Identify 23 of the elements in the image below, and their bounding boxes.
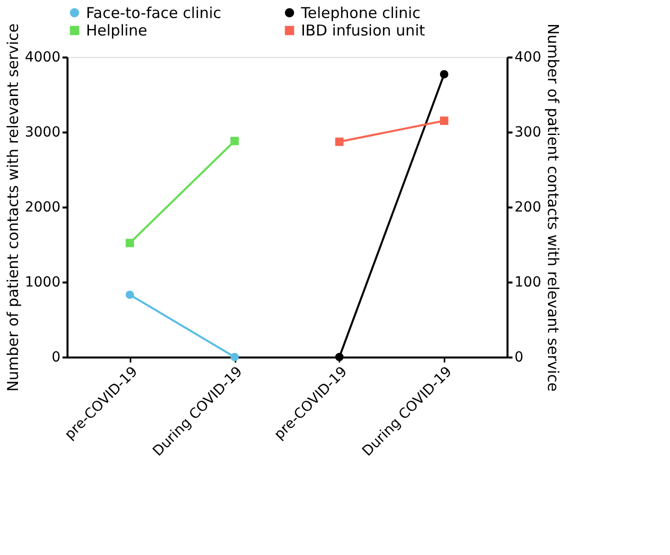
legend-label: Helpline [86, 22, 148, 40]
y-tick-label: 3000 [24, 124, 60, 140]
y2-tick-label: 200 [514, 200, 542, 216]
y-tick-label: 1000 [24, 274, 60, 290]
y-axis-title: Number of patient contacts with relevant service [4, 23, 22, 392]
y2-tick-label: 100 [514, 274, 542, 290]
y2-tick-label: 300 [514, 124, 542, 140]
point [440, 70, 448, 78]
legend-label: IBD infusion unit [301, 22, 426, 40]
legend-label: Telephone clinic [300, 4, 420, 22]
point [230, 352, 239, 362]
point [126, 290, 134, 299]
point [440, 116, 448, 125]
y2-tick-label: 0 [514, 350, 524, 366]
y-tick-label: 2000 [24, 200, 60, 216]
y2-axis-title: Number of patient contacts with relevant service [544, 23, 562, 392]
point [335, 138, 344, 146]
y2-tick-label: 400 [514, 50, 542, 66]
point [230, 136, 239, 146]
point [126, 238, 134, 248]
y-tick-label: 4000 [24, 50, 60, 66]
legend-label: Face-to-face clinic [86, 4, 222, 22]
y-tick-label: 0 [52, 350, 60, 366]
